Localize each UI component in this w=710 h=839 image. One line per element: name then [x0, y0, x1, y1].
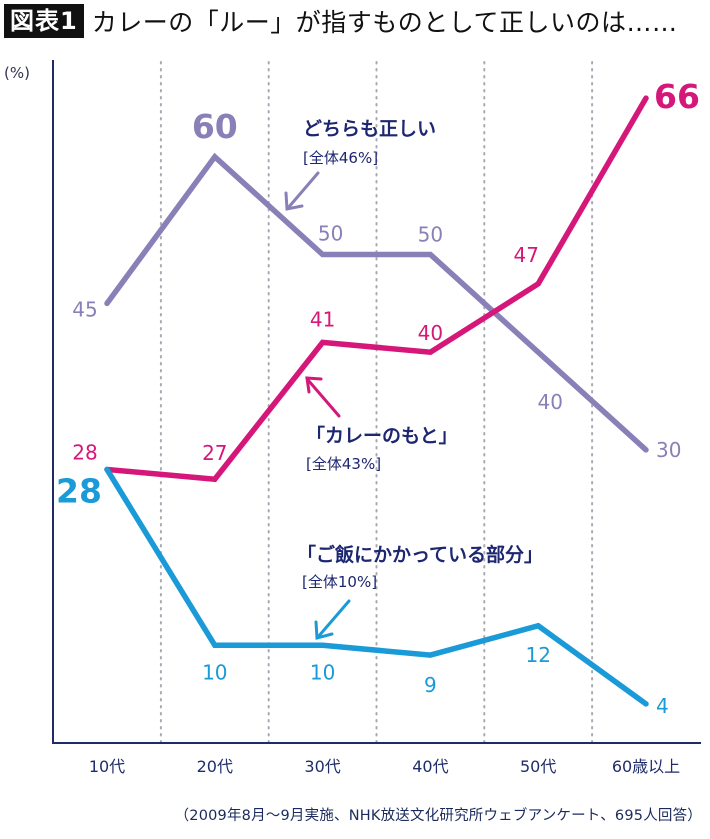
- arrow-icon-both-correct: [284, 171, 320, 211]
- data-label: 50: [418, 223, 443, 247]
- data-label: 9: [424, 673, 437, 697]
- axes: [52, 60, 701, 744]
- data-label: 28: [72, 440, 97, 464]
- annotations: どちらも正しい [全体46%] 「カレーのもと」 [全体43%] 「ご飯にかかっ…: [284, 118, 543, 640]
- data-label: 40: [418, 321, 443, 345]
- data-label: 10: [310, 660, 335, 684]
- chart-header: 図表1 カレーの「ルー」が指すものとして正しいのは……: [4, 3, 677, 39]
- figure-badge: 図表1: [4, 4, 84, 38]
- series-lines: [104, 95, 649, 707]
- chart-title: カレーの「ルー」が指すものとして正しいのは……: [91, 8, 678, 37]
- annotation-on-rice-title: 「ご飯にかかっている部分」: [297, 543, 543, 566]
- data-label: 30: [656, 438, 681, 462]
- x-tick-label: 20代: [197, 757, 233, 776]
- annotation-both-correct-overall: [全体46%]: [303, 149, 378, 167]
- x-tick-label: 60歳以上: [612, 757, 680, 776]
- annotation-on-rice-overall: [全体10%]: [302, 573, 377, 591]
- arrow-icon-roux-base: [305, 376, 341, 418]
- data-label: 10: [202, 660, 227, 684]
- data-label: 4: [656, 694, 669, 718]
- data-label: 27: [202, 441, 227, 465]
- annotation-roux-base-overall: [全体43%]: [306, 455, 381, 473]
- x-tick-label: 10代: [89, 757, 125, 776]
- source-note: （2009年8月〜9月実施、NHK放送文化研究所ウェブアンケート、695人回答）: [174, 808, 702, 824]
- data-label: 60: [192, 107, 238, 146]
- data-labels: 45 60 50 50 40 30 28 27 41 40 47 66 28 10 10 9 12 4: [56, 77, 700, 718]
- arrow-icon-on-rice: [314, 599, 351, 640]
- data-label: 28: [56, 471, 102, 510]
- data-label: 12: [525, 643, 550, 667]
- data-label: 66: [654, 77, 700, 116]
- series-line-3: [104, 466, 649, 707]
- annotation-roux-base-title: 「カレーのもと」: [306, 424, 458, 447]
- data-label: 50: [318, 222, 343, 246]
- data-label: 40: [537, 390, 562, 414]
- gridlines: [159, 61, 594, 743]
- x-tick-label: 50代: [520, 757, 556, 776]
- data-label: 47: [513, 243, 538, 267]
- series-line-2: [104, 95, 649, 483]
- y-axis-unit-label: (%): [4, 64, 30, 82]
- series-line-1: [104, 152, 649, 453]
- data-label: 41: [310, 307, 335, 331]
- annotation-both-correct-title: どちらも正しい: [303, 118, 436, 140]
- data-label: 45: [72, 297, 97, 321]
- x-tick-label: 30代: [304, 757, 340, 776]
- x-tick-labels: 10代 20代 30代 40代 50代 60歳以上: [89, 757, 680, 776]
- x-tick-label: 40代: [412, 757, 448, 776]
